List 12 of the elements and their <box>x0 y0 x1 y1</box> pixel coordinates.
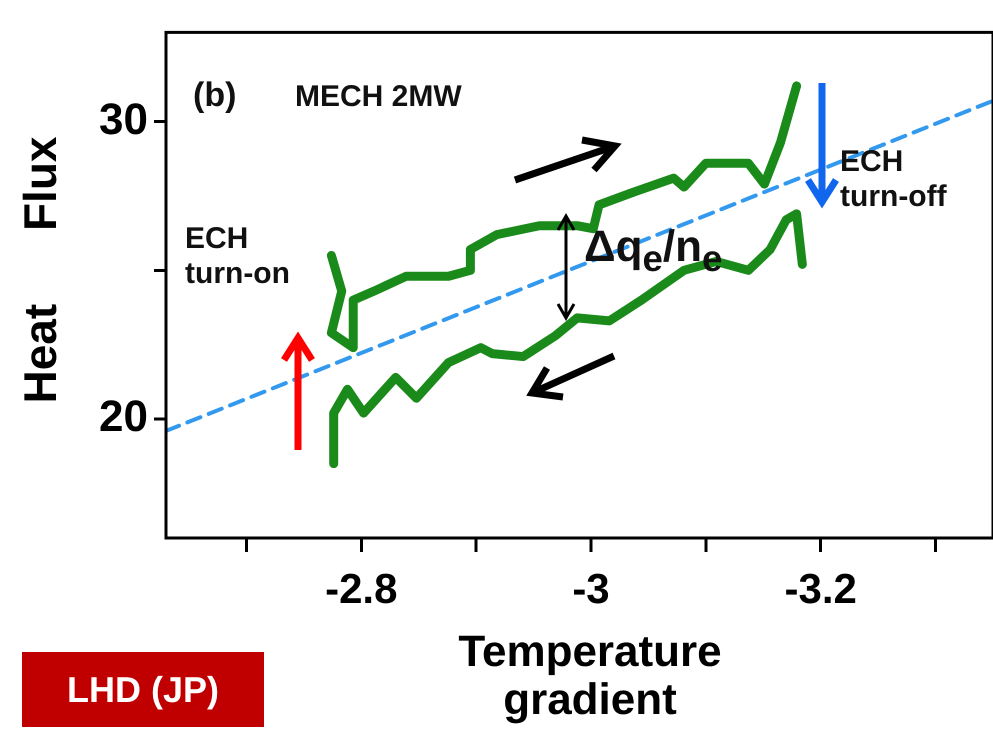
annotation: ECH turn-off <box>840 145 948 214</box>
annotation: (b) <box>193 76 238 116</box>
x-tick-label: -2.8 <box>325 564 398 612</box>
y-axis-title: Heat Flux <box>13 135 67 406</box>
x-tick-label: -3 <box>572 564 610 612</box>
annotation: MECH 2MW <box>295 80 463 114</box>
y-tick-label: 30 <box>99 94 148 144</box>
text: LHD (JP) <box>22 652 264 727</box>
x-axis-title: Temperature gradient <box>457 627 723 725</box>
annotation: ECH turn-on <box>185 222 291 291</box>
x-tick-label: -3.2 <box>784 564 857 612</box>
y-tick-label: 20 <box>99 392 148 442</box>
